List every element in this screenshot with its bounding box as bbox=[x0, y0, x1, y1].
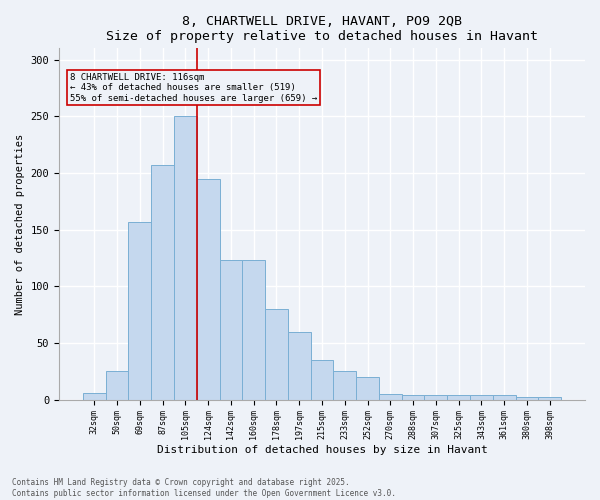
Bar bbox=[220, 260, 242, 400]
Bar bbox=[424, 395, 447, 400]
Bar bbox=[402, 395, 424, 400]
Bar bbox=[356, 377, 379, 400]
Bar bbox=[265, 309, 288, 400]
Bar bbox=[128, 222, 151, 400]
Y-axis label: Number of detached properties: Number of detached properties bbox=[15, 134, 25, 314]
Bar bbox=[174, 116, 197, 400]
X-axis label: Distribution of detached houses by size in Havant: Distribution of detached houses by size … bbox=[157, 445, 487, 455]
Bar bbox=[334, 372, 356, 400]
Bar bbox=[447, 395, 470, 400]
Bar bbox=[106, 372, 128, 400]
Bar bbox=[470, 395, 493, 400]
Bar bbox=[83, 393, 106, 400]
Bar bbox=[197, 178, 220, 400]
Bar bbox=[379, 394, 402, 400]
Bar bbox=[538, 398, 561, 400]
Text: 8 CHARTWELL DRIVE: 116sqm
← 43% of detached houses are smaller (519)
55% of semi: 8 CHARTWELL DRIVE: 116sqm ← 43% of detac… bbox=[70, 73, 317, 102]
Text: Contains HM Land Registry data © Crown copyright and database right 2025.
Contai: Contains HM Land Registry data © Crown c… bbox=[12, 478, 396, 498]
Bar bbox=[242, 260, 265, 400]
Bar bbox=[151, 165, 174, 400]
Bar bbox=[311, 360, 334, 400]
Title: 8, CHARTWELL DRIVE, HAVANT, PO9 2QB
Size of property relative to detached houses: 8, CHARTWELL DRIVE, HAVANT, PO9 2QB Size… bbox=[106, 15, 538, 43]
Bar bbox=[288, 332, 311, 400]
Bar bbox=[493, 395, 515, 400]
Bar bbox=[515, 398, 538, 400]
